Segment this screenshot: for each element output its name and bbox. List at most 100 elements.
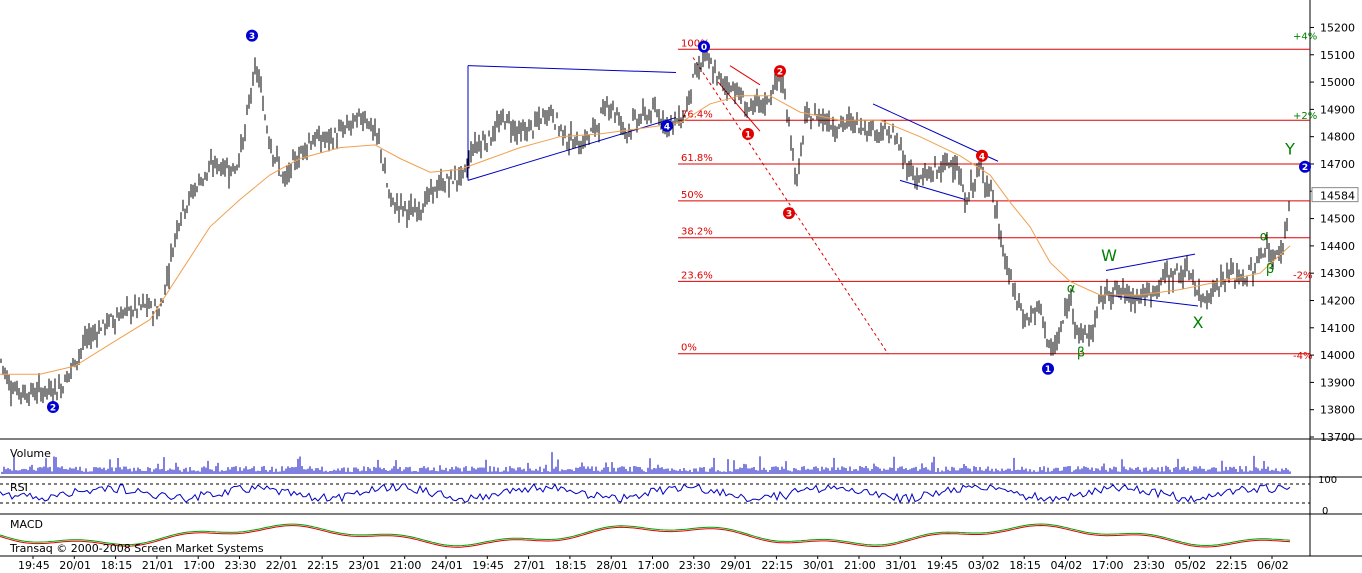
fib-label: 38.2% [681, 227, 713, 238]
price-tick-label: 14200 [1320, 294, 1355, 307]
wave-letter: α [1260, 229, 1269, 244]
wave-marker-label: 2 [777, 68, 783, 78]
wave-marker-circle [698, 40, 710, 53]
moving-average-line [0, 95, 1291, 375]
price-tick-label: 15200 [1320, 21, 1355, 34]
macd-line [0, 523, 1291, 547]
time-tick-label: 29/01 [720, 559, 752, 572]
wave-marker-circle [661, 119, 673, 132]
price-tick-label: 14900 [1320, 103, 1355, 116]
price-tick-label: 14300 [1320, 267, 1355, 280]
wave-marker-circle [1042, 362, 1054, 375]
wave-marker-circle [774, 65, 786, 78]
macd-signal-line [0, 524, 1291, 548]
trend-line [467, 65, 677, 74]
rsi-panel-label: RSI [10, 481, 28, 494]
wave-marker-circle [47, 400, 59, 413]
trend-line [872, 103, 999, 162]
time-tick-label: 23/01 [348, 559, 380, 572]
time-axis: 19:45 20/01 18:15 21/01 17:00 23:30 22/01 22:15… [18, 556, 1289, 572]
price-axis: 1520015100150001490014800147001460014500… [1310, 21, 1359, 444]
fib-diagonal [692, 57, 889, 355]
time-tick-label: 20/01 [59, 559, 91, 572]
range-label: -4% [1293, 351, 1312, 362]
rsi-tick-100: 100 [1318, 475, 1337, 486]
fib-label: 50% [681, 190, 703, 201]
time-tick-label: 21:00 [844, 559, 876, 572]
time-tick-label: 22/01 [266, 559, 298, 572]
fib-label: 23.6% [681, 270, 713, 281]
last-price-box [1311, 187, 1359, 203]
time-tick-label: 19:45 [472, 559, 504, 572]
time-tick-label: 19:45 [18, 559, 50, 572]
time-tick-label: 24/01 [431, 559, 463, 572]
price-series [0, 44, 1291, 408]
fib-label: 61.8% [681, 153, 713, 164]
price-tick-label: 14100 [1320, 322, 1355, 335]
trend-line [729, 65, 761, 86]
price-tick-label: 13800 [1320, 404, 1355, 417]
volume-panel [1, 452, 1291, 474]
range-label: +4% [1293, 32, 1317, 43]
price-tick-label: 15100 [1320, 49, 1355, 62]
time-tick-label: 27/01 [514, 559, 546, 572]
macd-panel [0, 523, 1291, 548]
last-price-label: 14584 [1320, 190, 1355, 203]
range-label: +2% [1293, 111, 1317, 122]
rsi-line [0, 482, 1291, 504]
time-tick-label: 23:30 [1133, 559, 1165, 572]
time-tick-label: 31/01 [885, 559, 917, 572]
price-tick-label: 14400 [1320, 240, 1355, 253]
wave-letter: β [1266, 262, 1274, 277]
wave-marker-circle [246, 29, 258, 42]
fib-label: 100% [681, 38, 710, 49]
time-tick-label: 21:00 [390, 559, 422, 572]
fib-label: 0% [681, 343, 697, 354]
time-tick-label: 22:15 [1216, 559, 1248, 572]
wave-marker-circle [742, 127, 754, 140]
time-tick-label: 23:30 [225, 559, 257, 572]
price-tick-label: 14800 [1320, 131, 1355, 144]
rsi-panel [0, 482, 1310, 504]
wave-marker-label: 0 [701, 43, 707, 53]
wave-marker-circle [976, 149, 988, 162]
wave-marker-label: 4 [664, 122, 670, 132]
price-tick-label: 14500 [1320, 213, 1355, 226]
time-tick-label: 06/02 [1257, 559, 1289, 572]
volume-panel-label: Volume [10, 447, 51, 460]
time-tick-label: 19:45 [927, 559, 959, 572]
time-tick-label: 18:15 [1009, 559, 1041, 572]
time-tick-label: 22:15 [307, 559, 339, 572]
wave-letter: β [1077, 345, 1085, 360]
time-tick-label: 28/01 [596, 559, 628, 572]
wave-marker-label: 3 [249, 32, 255, 42]
time-tick-label: 17:00 [183, 559, 215, 572]
wave-letter: α [1067, 281, 1076, 296]
fibonacci-levels: 100% 76.4% 61.8% 50% 38.2% 23.6% 0% +4% +2% -2% -4… [678, 32, 1317, 362]
price-tick-label: 13900 [1320, 376, 1355, 389]
wave-marker-label: 2 [1302, 163, 1308, 173]
fib-label: 76.4% [681, 109, 713, 120]
time-tick-label: 17:00 [1092, 559, 1124, 572]
wave-markers: 3 2 4 0 1 2 1 2 3 4 W X Yα β α β [47, 29, 1311, 413]
wave-marker-label: 2 [50, 403, 56, 413]
wave-letter: W [1101, 246, 1117, 265]
wave-marker-label: 4 [979, 152, 985, 162]
wave-marker-circle [783, 207, 795, 220]
price-tick-label: 14000 [1320, 349, 1355, 362]
trend-line [899, 179, 966, 200]
time-tick-label: 18:15 [101, 559, 133, 572]
time-tick-label: 03/02 [968, 559, 1000, 572]
price-tick-label: 14700 [1320, 158, 1355, 171]
time-tick-label: 17:00 [638, 559, 670, 572]
wave-marker-label: 3 [786, 210, 792, 220]
time-tick-label: 05/02 [1174, 559, 1206, 572]
time-tick-label: 23:30 [679, 559, 711, 572]
price-tick-label: 13700 [1320, 431, 1355, 444]
rsi-tick-0: 0 [1322, 506, 1328, 517]
wave-marker-label: 1 [745, 130, 751, 140]
time-tick-label: 18:15 [555, 559, 587, 572]
time-tick-label: 04/02 [1051, 559, 1083, 572]
time-tick-label: 21/01 [142, 559, 174, 572]
